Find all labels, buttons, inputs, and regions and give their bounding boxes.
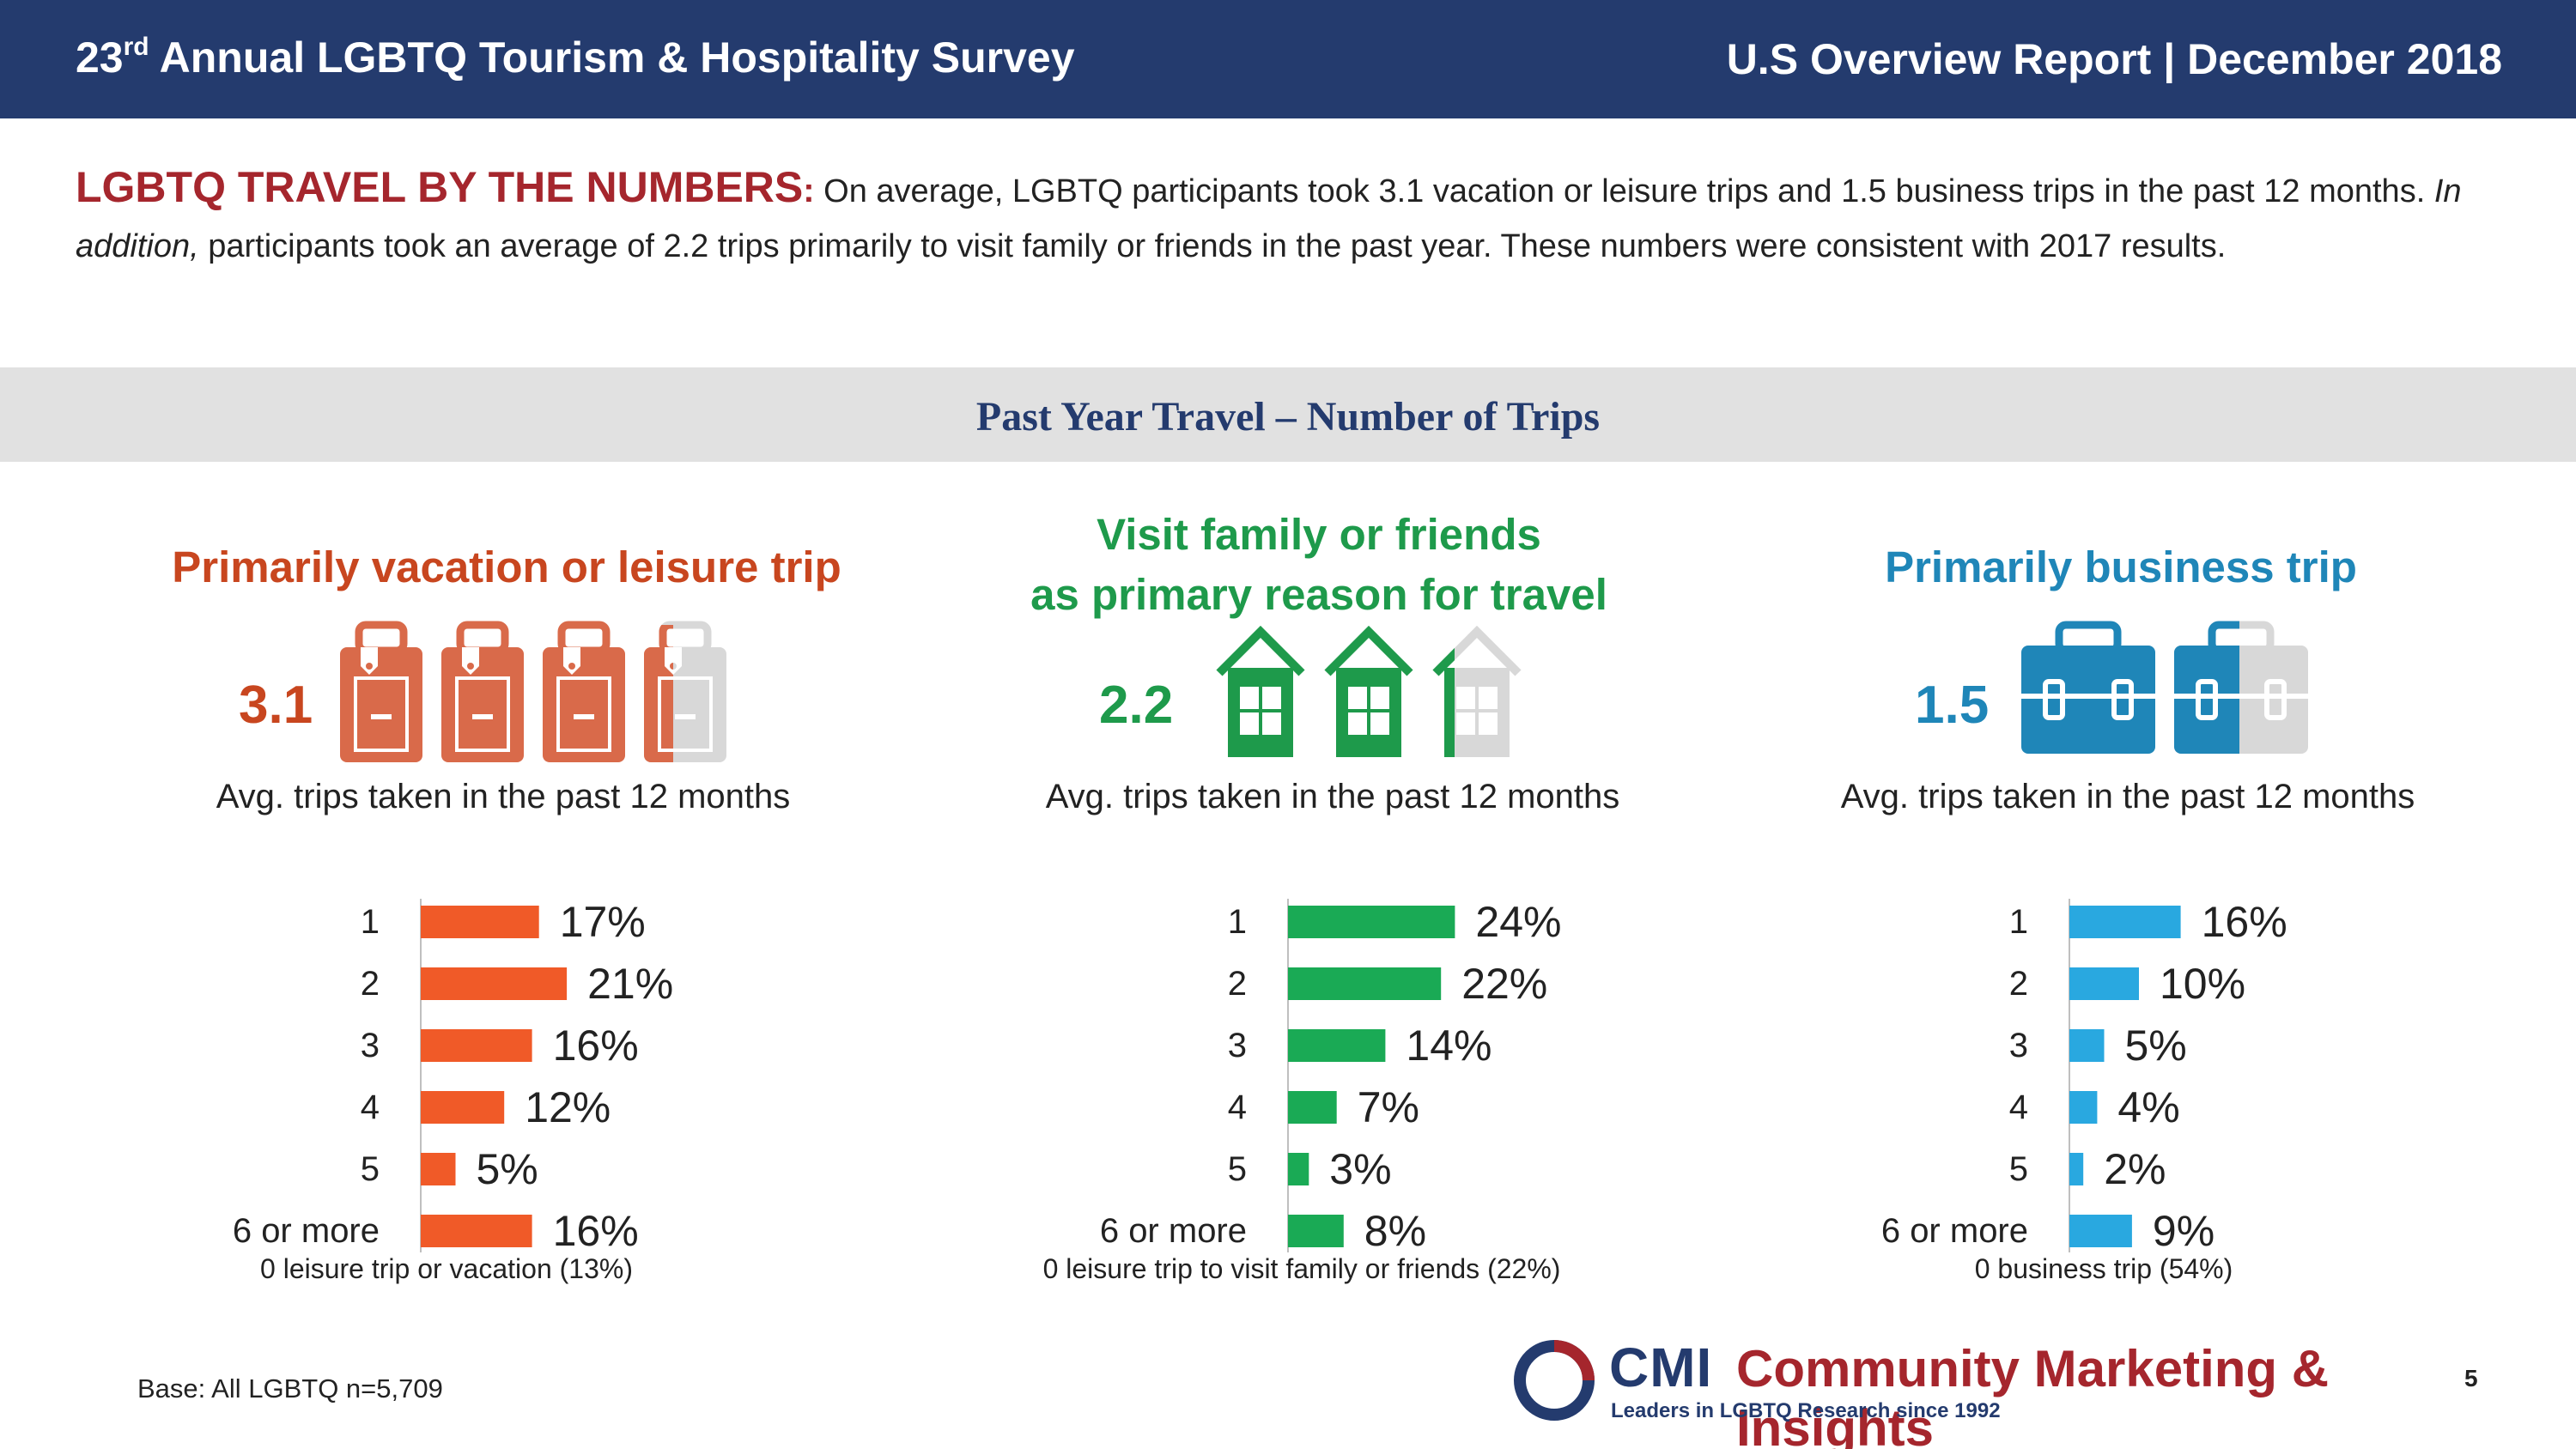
chart-bar [1288,1215,1344,1247]
page-number: 5 [2464,1365,2478,1391]
zero-note-business: 0 business trip (54%) [1974,1253,2233,1284]
data-label: 8% [1364,1207,1426,1255]
data-label: 24% [1475,898,1561,946]
briefcase-icon-row [2021,620,2365,766]
house-icon-row [1216,621,1559,767]
chart-family: 1 24% 2 22% 3 14% 4 7% 5 3% 6 or more 8% [1100,898,1562,1255]
panel-title-line: as primary reason for travel [1030,570,1607,619]
data-label: 4% [2117,1083,2179,1131]
data-label: 21% [587,960,673,1008]
chart-bar [1288,906,1455,938]
chart-business: 1 16% 2 10% 3 5% 4 4% 5 2% 6 or more 9% [1881,898,2287,1255]
chart-bar [2069,1215,2132,1247]
panel-title-line: Visit family or friends [1097,510,1541,559]
category-label: 6 or more [1100,1212,1247,1250]
chart-leisure: 1 17% 2 21% 3 16% 4 12% 5 5% 6 or more 16% [233,898,673,1255]
chart-bar [2069,1153,2084,1185]
avg-caption-leisure: Avg. trips taken in the past 12 months [216,778,791,815]
category-label: 4 [361,1088,380,1126]
chart-bar [421,1029,532,1062]
base-note: Base: All LGBTQ n=5,709 [137,1373,443,1404]
panel-title-business: Primarily business trip [1735,537,2507,597]
header-bar: 23rd Annual LGBTQ Tourism & Hospitality … [0,0,2576,118]
house-icon [1219,632,1302,757]
category-label: 1 [1228,903,1247,941]
chart-bar [421,1215,532,1247]
intro-lead: LGBTQ TRAVEL BY THE NUMBERS: [76,163,815,211]
suitcase-icon-row [340,618,735,764]
category-label: 1 [2009,903,2028,941]
data-label: 16% [553,1207,639,1255]
data-label: 2% [2104,1145,2166,1193]
chart-bar [421,1091,505,1124]
intro-paragraph: LGBTQ TRAVEL BY THE NUMBERS: On average,… [76,163,2462,264]
briefcase-icon-partial [2174,625,2308,754]
category-label: 5 [2009,1150,2028,1188]
cmi-logo-icon [1514,1340,1595,1421]
house-icon [1327,632,1410,757]
data-label: 3% [1329,1145,1391,1193]
data-label: 5% [477,1145,538,1193]
category-label: 4 [1228,1088,1247,1126]
chart-bar [2069,1091,2098,1124]
category-label: 6 or more [1881,1212,2028,1250]
data-label: 10% [2160,960,2245,1008]
logo-tagline: Leaders in LGBTQ Research since 1992 [1611,1399,2001,1422]
category-label: 6 or more [233,1212,380,1250]
data-label: 12% [525,1083,611,1131]
data-label: 7% [1358,1083,1419,1131]
zero-note-family: 0 leisure trip to visit family or friend… [1042,1253,1561,1284]
chart-bar [2069,906,2181,938]
data-label: 16% [553,1022,639,1070]
section-title: Past Year Travel – Number of Trips [975,394,1601,440]
chart-bar [421,906,539,938]
logo-name: Community Marketing & Insights [1736,1340,2330,1449]
data-label: 5% [2125,1022,2187,1070]
logo-cmi: CMI [1609,1337,1713,1398]
panel-title-line: Primarily business trip [1885,543,2357,591]
house-icon-partial [1436,632,1518,757]
chart-bar [421,1153,456,1185]
chart-bar [2069,967,2139,1000]
suitcase-icon-partial [644,625,726,762]
category-label: 5 [361,1150,380,1188]
zero-note-leisure: 0 leisure trip or vacation (13%) [260,1253,633,1284]
section-band: Past Year Travel – Number of Trips [0,367,2576,462]
panel-title-family: Visit family or friends as primary reaso… [933,505,1705,625]
category-label: 3 [2009,1027,2028,1064]
chart-bar [2069,1029,2105,1062]
chart-bar [1288,1153,1309,1185]
panel-title-line: Primarily vacation or leisure trip [172,543,841,591]
avg-caption-family: Avg. trips taken in the past 12 months [1045,778,1620,815]
data-label: 16% [2202,898,2287,946]
company-logo: CMI Community Marketing & Insights Leade… [1511,1336,2396,1449]
suitcase-icon [340,625,422,762]
avg-value-family: 2.2 [1099,676,1174,735]
category-label: 2 [1228,965,1247,1003]
report-title: U.S Overview Report | December 2018 [1726,35,2502,83]
avg-value-leisure: 3.1 [239,676,313,735]
suitcase-icon [441,625,524,762]
data-label: 14% [1406,1022,1492,1070]
chart-bar [1288,1029,1386,1062]
avg-value-business: 1.5 [1915,676,1990,735]
data-label: 9% [2153,1207,2215,1255]
chart-bar [1288,1091,1337,1124]
survey-title: 23rd Annual LGBTQ Tourism & Hospitality … [76,33,1075,82]
category-label: 4 [2009,1088,2028,1126]
category-label: 2 [361,965,380,1003]
briefcase-icon [2021,625,2155,754]
data-label: 22% [1461,960,1547,1008]
suitcase-icon [543,625,625,762]
category-label: 2 [2009,965,2028,1003]
panel-title-leisure: Primarily vacation or leisure trip [120,537,893,597]
category-label: 5 [1228,1150,1247,1188]
avg-caption-business: Avg. trips taken in the past 12 months [1840,778,2415,815]
chart-bar [421,967,568,1000]
category-label: 3 [361,1027,380,1064]
category-label: 1 [361,903,380,941]
chart-bar [1288,967,1442,1000]
category-label: 3 [1228,1027,1247,1064]
data-label: 17% [560,898,646,946]
